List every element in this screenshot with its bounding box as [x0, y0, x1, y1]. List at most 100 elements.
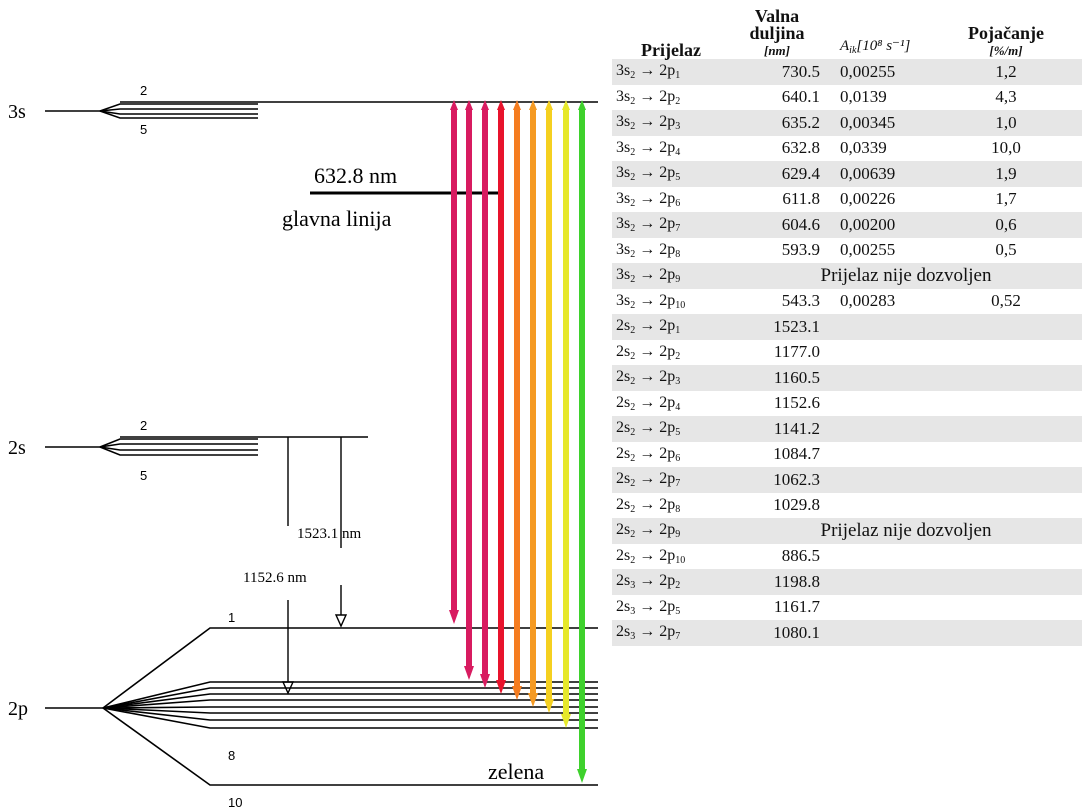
arrow-head: [577, 769, 587, 783]
transition-cell: 2s2 → 2p10: [612, 543, 730, 569]
coefficient-cell: [824, 365, 930, 391]
wavelength-cell: 1029.8: [730, 492, 824, 518]
sublevel-label-3s-bottom: 5: [140, 122, 147, 137]
arrow-head: [544, 699, 554, 713]
gain-cell: [930, 569, 1082, 595]
gain-cell: 1,0: [930, 110, 1082, 136]
table-row: 2s3 → 2p2 1198.8: [612, 569, 1082, 595]
table-row: 2s2 → 2p8 1029.8: [612, 492, 1082, 518]
transition-cell: 3s2 → 2p1: [612, 59, 730, 85]
energy-level-diagram: 3s 2 5 632.8 nm glavna linija 2s 2 5 152…: [8, 83, 598, 810]
wavelength-cell: 1160.5: [730, 365, 824, 391]
coefficient-cell: 0,00345: [824, 110, 930, 136]
wavelength-cell: 1161.7: [730, 594, 824, 620]
level-label-2s: 2s: [8, 437, 26, 459]
gain-cell: [930, 492, 1082, 518]
transition-cell: 3s2 → 2p10: [612, 288, 730, 314]
transition-cell: 2s3 → 2p7: [612, 620, 730, 646]
arrow-head: [496, 680, 506, 694]
gain-cell: 0,52: [930, 288, 1082, 314]
gain-cell: [930, 314, 1082, 340]
header-gain: Pojačanje [%/m]: [968, 23, 1044, 58]
sublevel-label-2s-bottom: 5: [140, 468, 147, 483]
transition-cell: 2s3 → 2p2: [612, 569, 730, 595]
table-row: 3s2 → 2p4 632.8 0,0339 10,0: [612, 135, 1082, 161]
gain-cell: [930, 365, 1082, 391]
wavelength-cell: 1177.0: [730, 339, 824, 365]
arrow-tail: [497, 100, 505, 110]
header-transition: Prijelaz: [641, 40, 701, 60]
gain-cell: 4,3: [930, 84, 1082, 110]
wavelength-cell: 604.6: [730, 212, 824, 238]
transition-cell: 2s2 → 2p9: [612, 518, 730, 544]
gain-cell: 0,6: [930, 212, 1082, 238]
gain-cell: [930, 594, 1082, 620]
transition-cell: 2s2 → 2p1: [612, 314, 730, 340]
transition-arrow: [496, 100, 506, 694]
sublevel-label-2s-top: 2: [140, 418, 147, 433]
coefficient-cell: [824, 492, 930, 518]
wavelength-cell: 730.5: [730, 59, 824, 85]
arrow-tail: [578, 100, 586, 110]
coefficient-cell: 0,00226: [824, 186, 930, 212]
gain-cell: [930, 416, 1082, 442]
transition-cell: 2s2 → 2p7: [612, 467, 730, 493]
wavelength-cell: 1523.1: [730, 314, 824, 340]
wavelength-cell: 632.8: [730, 135, 824, 161]
table-row: 2s2 → 2p2 1177.0: [612, 339, 1082, 365]
wavelength-cell: 1141.2: [730, 416, 824, 442]
not-allowed-note: Prijelaz nije dozvoljen: [730, 518, 1082, 544]
header-wavelength: Valna duljina [nm]: [749, 6, 805, 58]
table-row: 3s2 → 2p10 543.3 0,00283 0,52: [612, 288, 1082, 314]
table-row: 3s2 → 2p1 730.5 0,00255 1,2: [612, 59, 1082, 85]
coefficient-cell: 0,00255: [824, 237, 930, 263]
table-row: 2s2 → 2p6 1084.7: [612, 441, 1082, 467]
level-2s: [45, 436, 368, 456]
level-label-3s: 3s: [8, 101, 26, 123]
coefficient-cell: [824, 390, 930, 416]
transition-cell: 2s2 → 2p3: [612, 365, 730, 391]
green-line-label: zelena: [488, 759, 544, 784]
not-allowed-note: Prijelaz nije dozvoljen: [730, 263, 1082, 289]
transition-cell: 3s2 → 2p7: [612, 212, 730, 238]
gain-cell: [930, 339, 1082, 365]
gain-cell: [930, 441, 1082, 467]
gain-cell: [930, 620, 1082, 646]
coefficient-cell: 0,00283: [824, 288, 930, 314]
transition-cell: 3s2 → 2p5: [612, 161, 730, 187]
transition-arrow: [480, 100, 490, 688]
transition-arrow: [528, 100, 538, 707]
transition-cell: 2s2 → 2p8: [612, 492, 730, 518]
wavelength-cell: 1198.8: [730, 569, 824, 595]
arrow-head: [449, 610, 459, 624]
table-row: 3s2 → 2p2 640.1 0,0139 4,3: [612, 84, 1082, 110]
gain-cell: 10,0: [930, 135, 1082, 161]
coefficient-cell: [824, 467, 930, 493]
arrow-head: [480, 674, 490, 688]
table-row: 2s2 → 2p10 886.5: [612, 543, 1082, 569]
transition-cell: 2s2 → 2p2: [612, 339, 730, 365]
coefficient-cell: 0,00200: [824, 212, 930, 238]
table-row: 3s2 → 2p9 Prijelaz nije dozvoljen: [612, 263, 1082, 289]
wavelength-cell: 886.5: [730, 543, 824, 569]
wavelength-cell: 1062.3: [730, 467, 824, 493]
coefficient-cell: [824, 314, 930, 340]
transition-cell: 3s2 → 2p4: [612, 135, 730, 161]
sublevel-label-2p-bottom: 10: [228, 795, 242, 810]
wavelength-cell: 593.9: [730, 237, 824, 263]
level-2p: [45, 627, 598, 786]
table-row: 2s3 → 2p7 1080.1: [612, 620, 1082, 646]
arrow-tail: [481, 100, 489, 110]
ir-transitions: [281, 437, 348, 695]
sublevel-label-3s-top: 2: [140, 83, 147, 98]
gain-cell: [930, 543, 1082, 569]
table-row: 2s2 → 2p5 1141.2: [612, 416, 1082, 442]
ir-line-label-1523: 1523.1 nm: [297, 526, 362, 542]
wavelength-cell: 1084.7: [730, 441, 824, 467]
coefficient-cell: [824, 441, 930, 467]
arrow-tail: [513, 100, 521, 110]
coefficient-cell: 0,00639: [824, 161, 930, 187]
table-row: 2s2 → 2p1 1523.1: [612, 314, 1082, 340]
transitions-table: Prijelaz Valna duljina [nm] Aik[10⁸ s⁻¹]…: [612, 6, 1082, 646]
wavelength-cell: 629.4: [730, 161, 824, 187]
